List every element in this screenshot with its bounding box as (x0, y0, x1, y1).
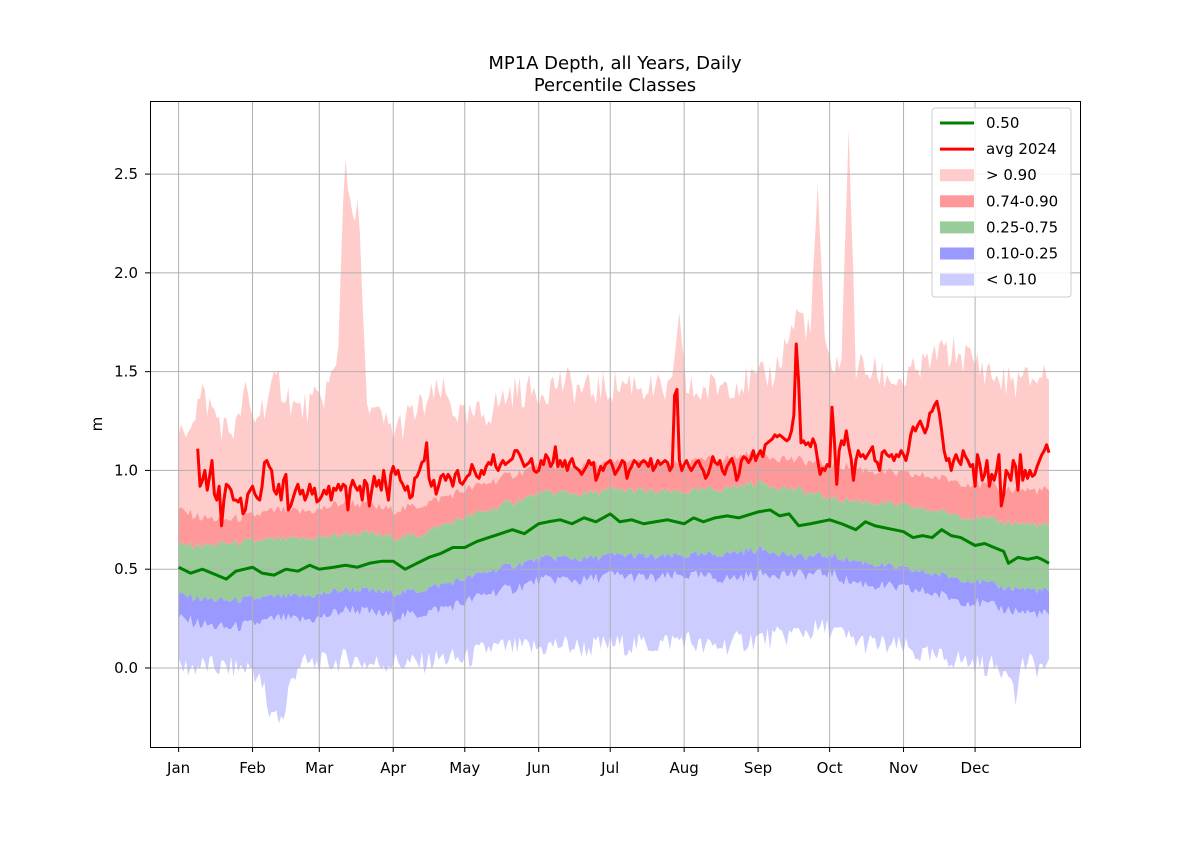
y-tick-label: 2.0 (114, 264, 138, 282)
y-axis-label: m (88, 417, 106, 432)
y-tick-label: 0.5 (114, 560, 138, 578)
series-line-1 (196, 342, 1051, 528)
band-2 (178, 479, 1050, 604)
legend-patch-marker (940, 169, 974, 182)
band-4 (178, 568, 1050, 724)
legend-label: < 0.10 (986, 271, 1037, 289)
y-tick-label: 2.5 (114, 165, 138, 183)
y-tick-label: 1.0 (114, 461, 138, 479)
legend-patch-marker (940, 221, 974, 234)
band-3 (178, 545, 1050, 632)
chart-subtitle: Percentile Classes (534, 75, 696, 96)
series-lines (177, 342, 1051, 581)
legend-label: 0.74-0.90 (986, 192, 1058, 210)
x-tick-label: Apr (380, 759, 407, 777)
legend-patch-marker (940, 247, 974, 260)
legend-label: 0.25-0.75 (986, 218, 1058, 236)
x-tick-label: May (449, 759, 480, 777)
y-tick-label: 1.5 (114, 363, 138, 381)
plot-frame (150, 101, 1081, 748)
axis-ticks: Jan Feb Mar Apr May Jun Jul Aug Sep Oct Nov Dec 0.0 0… (114, 165, 989, 777)
band-1 (178, 448, 1050, 550)
chart-title: MP1A Depth, all Years, Daily (488, 53, 742, 74)
x-tick-label: Jan (166, 759, 190, 777)
x-tick-label: Jul (600, 759, 619, 777)
x-tick-label: Mar (305, 759, 334, 777)
series-line-0 (177, 508, 1050, 581)
x-tick-label: Dec (961, 759, 990, 777)
x-tick-label: Oct (817, 759, 843, 777)
legend-patch-marker (940, 195, 974, 208)
x-tick-label: Aug (670, 759, 699, 777)
legend-label: 0.50 (986, 114, 1019, 132)
y-tick-label: 0.0 (114, 659, 138, 677)
legend-label: > 0.90 (986, 166, 1037, 184)
x-tick-label: Jun (526, 759, 550, 777)
legend-label: avg 2024 (986, 140, 1057, 158)
legend: 0.50 avg 2024 > 0.90 0.74-0.90 0.25-0.75 0.10… (931, 107, 1072, 298)
legend-label: 0.10-0.25 (986, 245, 1058, 263)
x-tick-label: Sep (744, 759, 772, 777)
x-tick-label: Feb (239, 759, 266, 777)
legend-patch-marker (940, 273, 974, 286)
x-tick-label: Nov (889, 759, 918, 777)
